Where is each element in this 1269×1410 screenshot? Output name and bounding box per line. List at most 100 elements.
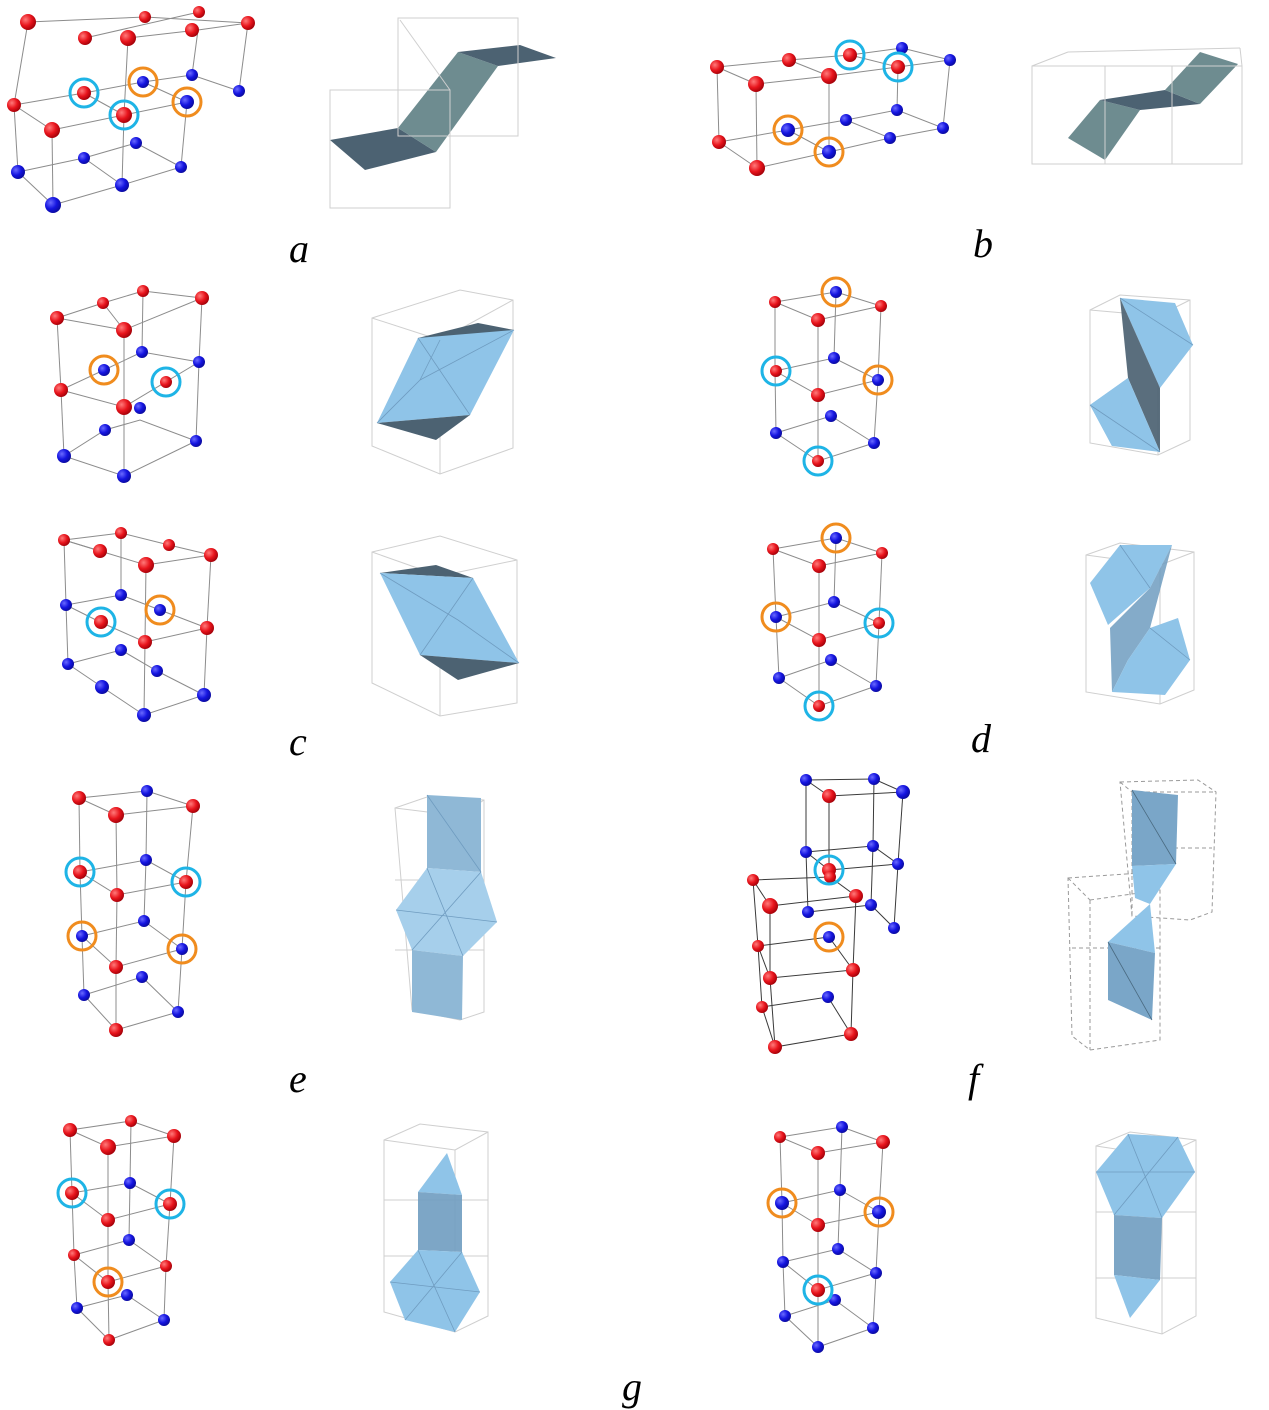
atom-red	[185, 23, 199, 37]
highlight-ring-cyan	[834, 39, 866, 71]
highlight-ring-cyan	[882, 51, 914, 83]
highlight-ring-cyan	[170, 866, 202, 898]
atom-red	[813, 700, 825, 712]
atom-red	[193, 6, 205, 18]
atom-red	[876, 547, 888, 559]
atom-blue	[62, 658, 74, 670]
highlight-ring-layer	[56, 39, 914, 1306]
highlight-ring-orange	[66, 920, 98, 952]
atom-red	[204, 548, 218, 562]
atom-blue	[176, 943, 188, 955]
atom-red	[163, 539, 175, 551]
atom-blue	[175, 161, 187, 173]
atom-blue	[888, 922, 900, 934]
atom-blue	[172, 1006, 184, 1018]
atom-red	[108, 807, 124, 823]
atom-red	[58, 534, 70, 546]
atom-red	[822, 789, 836, 803]
atom-blue	[154, 604, 166, 616]
atom-blue	[11, 165, 25, 179]
panel-a-surface	[329, 17, 556, 209]
atom-blue	[115, 178, 129, 192]
atom-red	[163, 1197, 177, 1211]
highlight-ring-orange	[88, 354, 120, 386]
atom-blue	[115, 589, 127, 601]
highlight-ring-orange	[92, 1266, 124, 1298]
atom-blue	[123, 1234, 135, 1246]
highlight-ring-orange	[760, 601, 792, 633]
atom-red	[710, 60, 724, 74]
atom-red	[241, 16, 255, 30]
atom-red	[101, 1275, 115, 1289]
atom-blue	[812, 1341, 824, 1353]
atom-red	[138, 557, 154, 573]
panel-label-d: d	[971, 716, 992, 761]
atom-blue	[779, 1310, 791, 1322]
atom-red	[769, 296, 781, 308]
atom-blue	[141, 785, 153, 797]
atom-red	[821, 68, 837, 84]
atom-blue	[770, 611, 782, 623]
atom-red	[101, 1213, 115, 1227]
atom-red	[72, 791, 86, 805]
atom-blue	[151, 665, 163, 677]
atom-blue	[775, 1196, 789, 1210]
atom-blue	[867, 1322, 879, 1334]
atom-red	[77, 86, 91, 100]
panel-c-bottom-lattice	[63, 532, 212, 716]
atom-red	[747, 874, 759, 886]
atom-red	[756, 1001, 768, 1013]
panel-f-surface	[1067, 779, 1217, 1051]
atom-blue	[828, 352, 840, 364]
atom-blue	[892, 858, 904, 870]
atom-blue	[137, 76, 149, 88]
atom-red	[167, 1129, 181, 1143]
atom-red	[748, 76, 764, 92]
highlight-ring-cyan	[150, 366, 182, 398]
atom-blue	[781, 123, 795, 137]
atom-blue	[57, 449, 71, 463]
atom-red	[782, 53, 796, 67]
panel-label-e: e	[289, 1056, 307, 1101]
atom-red	[120, 30, 136, 46]
atom-blue	[828, 596, 840, 608]
atom-red	[78, 31, 92, 45]
atom-red	[846, 963, 860, 977]
atom-blue	[825, 654, 837, 666]
panel-label-a: a	[289, 226, 309, 271]
atom-red	[116, 399, 132, 415]
atom-red	[875, 300, 887, 312]
highlight-ring-cyan	[802, 445, 834, 477]
atom-blue	[78, 989, 90, 1001]
atom-blue	[891, 104, 903, 116]
panel-d-top-surface	[1089, 294, 1194, 456]
atom-blue	[840, 114, 852, 126]
atom-red	[7, 98, 21, 112]
panel-e-surface	[394, 794, 498, 1021]
atom-red	[200, 621, 214, 635]
atom-blue	[830, 286, 842, 298]
atom-blue	[872, 374, 884, 386]
atom-red	[109, 1023, 123, 1037]
panel-label-c: c	[289, 719, 307, 764]
atom-blue	[832, 1243, 844, 1255]
atom-red	[100, 1139, 116, 1155]
atom-blue	[45, 197, 61, 213]
atom-blue	[78, 152, 90, 164]
panel-f-lattice	[752, 778, 904, 1048]
atom-red	[811, 1218, 825, 1232]
atom-blue	[830, 532, 842, 544]
panel-c-bottom-surface	[371, 535, 520, 717]
atom-red	[20, 14, 36, 30]
highlight-ring-orange	[772, 114, 804, 146]
highlight-ring-cyan	[863, 607, 895, 639]
atom-red	[767, 543, 779, 555]
atom-red	[125, 1115, 137, 1127]
panel-b-surface	[1031, 47, 1243, 165]
atom-blue	[121, 1289, 133, 1301]
atom-layer	[7, 6, 956, 1353]
atom-red	[752, 940, 764, 952]
atom-blue	[870, 680, 882, 692]
atom-red	[138, 635, 152, 649]
